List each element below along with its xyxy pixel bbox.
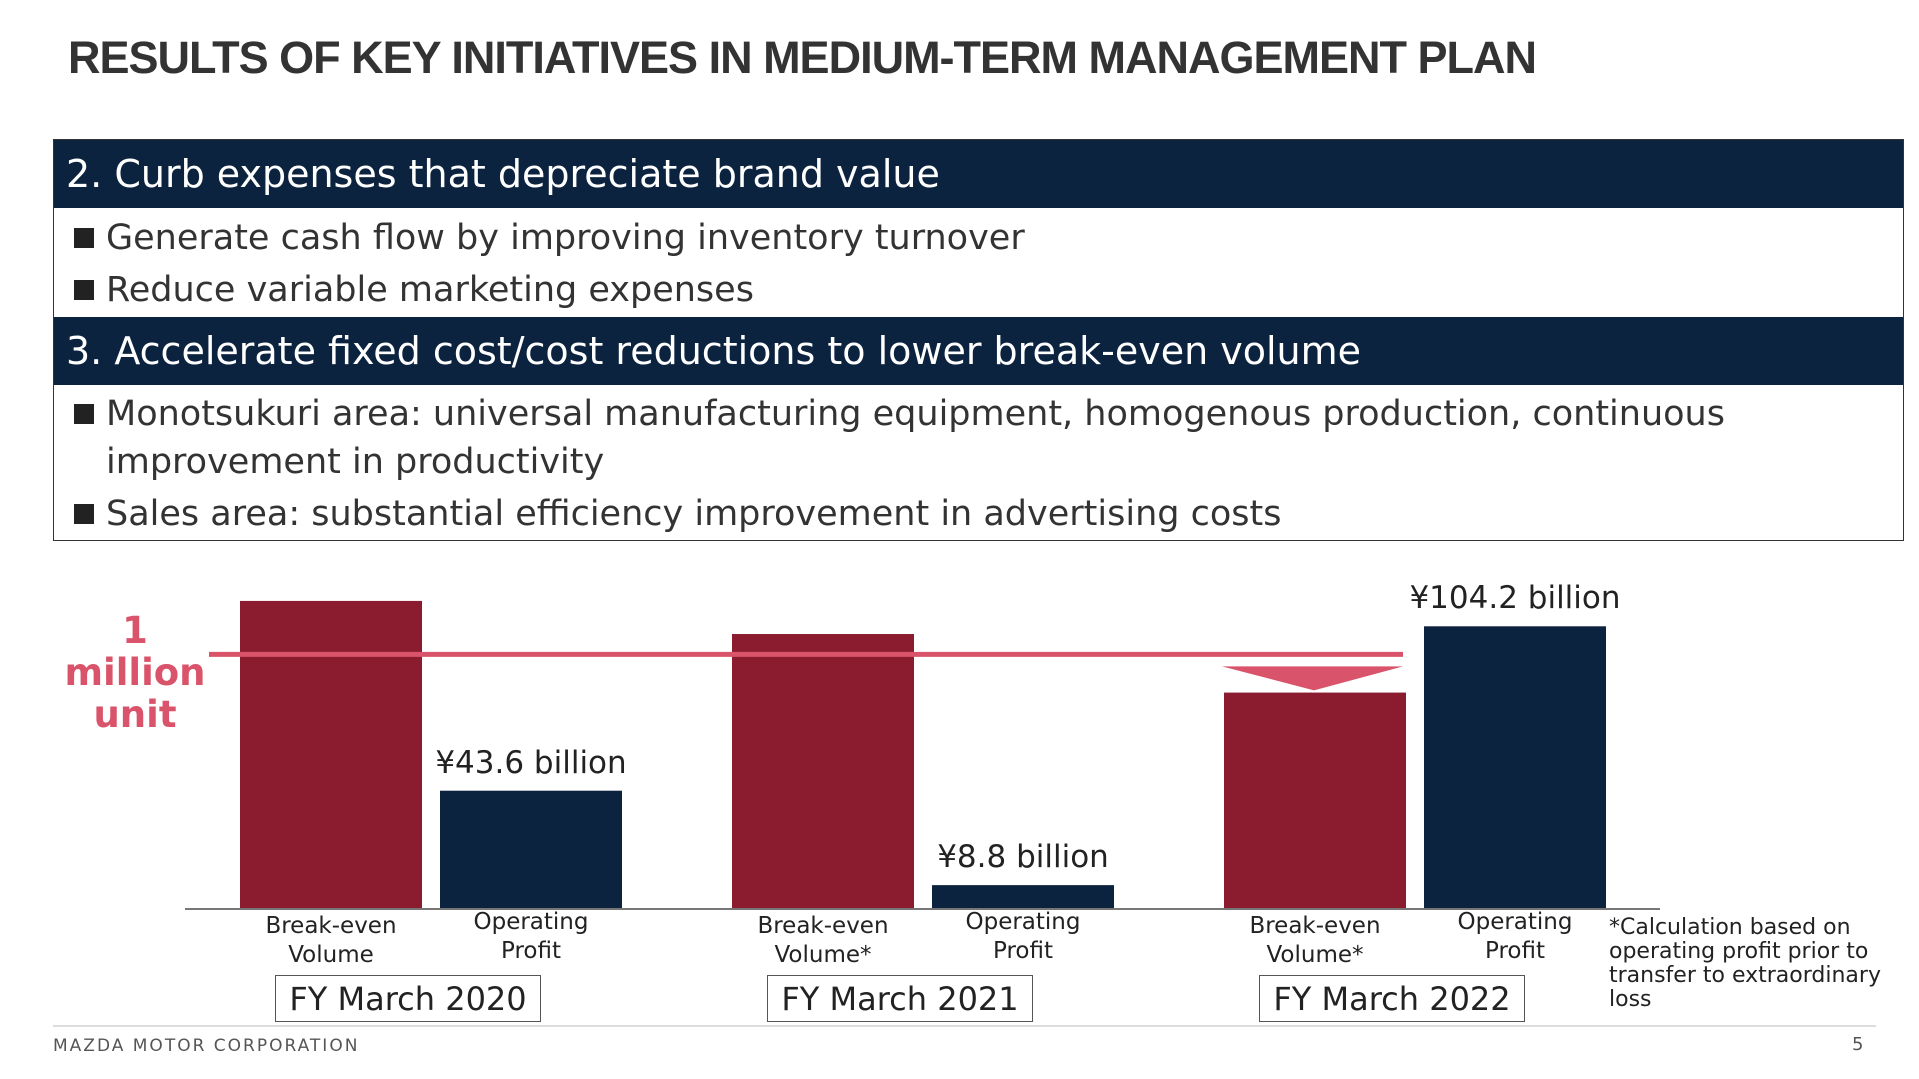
bullet: Generate cash flow by improving inventor… bbox=[64, 214, 1864, 262]
bullet-square bbox=[74, 404, 94, 424]
bullet: Reduce variable marketing expenses bbox=[64, 266, 1864, 314]
bar-label: Operating Profit bbox=[473, 909, 589, 964]
bullet-text: Generate cash flow by improving inventor… bbox=[106, 218, 1025, 258]
section-heading: 2. Curb expenses that depreciate brand v… bbox=[54, 140, 1903, 208]
bar-label: Break-even Volume* bbox=[1249, 913, 1381, 968]
bar bbox=[732, 634, 914, 909]
company-name: MAZDA MOTOR CORPORATION bbox=[53, 1036, 360, 1056]
bar bbox=[932, 885, 1114, 909]
bar-label: Break-even Volume bbox=[265, 913, 397, 968]
group-label: FY March 2021 bbox=[767, 975, 1033, 1022]
bullet-square bbox=[74, 280, 94, 300]
bar bbox=[1424, 626, 1606, 909]
bar bbox=[440, 790, 622, 909]
slide-title: RESULTS OF KEY INITIATIVES IN MEDIUM-TER… bbox=[68, 32, 1537, 83]
value-label: ¥104.2 billion bbox=[1409, 580, 1621, 617]
bullet: Sales area: substantial efficiency impro… bbox=[64, 490, 1864, 538]
bullet-square bbox=[74, 504, 94, 524]
bar-label: Break-even Volume* bbox=[757, 913, 889, 968]
bar-label: Operating Profit bbox=[965, 909, 1081, 964]
bullet-text: Monotsukuri area: universal manufacturin… bbox=[106, 394, 1725, 482]
value-label: ¥8.8 billion bbox=[937, 839, 1109, 876]
reduction-arrow bbox=[1222, 666, 1403, 691]
bar-label: Operating Profit bbox=[1457, 909, 1573, 964]
section-heading: 3. Accelerate fixed cost/cost reductions… bbox=[54, 317, 1903, 385]
bullet-square bbox=[74, 228, 94, 248]
page-number: 5 bbox=[1852, 1034, 1864, 1055]
value-label: ¥43.6 billion bbox=[435, 744, 627, 781]
bullet-text: Reduce variable marketing expenses bbox=[106, 270, 754, 310]
bullet-text: Sales area: substantial efficiency impro… bbox=[106, 494, 1282, 534]
group-label: FY March 2022 bbox=[1259, 975, 1525, 1022]
reference-label: 1 million unit bbox=[64, 609, 206, 736]
bar bbox=[1224, 692, 1406, 909]
bullet: Monotsukuri area: universal manufacturin… bbox=[64, 390, 1864, 486]
group-label: FY March 2020 bbox=[275, 975, 541, 1022]
initiatives-box: 2. Curb expenses that depreciate brand v… bbox=[53, 139, 1904, 541]
footnote: *Calculation based on operating profit p… bbox=[1609, 915, 1881, 1012]
